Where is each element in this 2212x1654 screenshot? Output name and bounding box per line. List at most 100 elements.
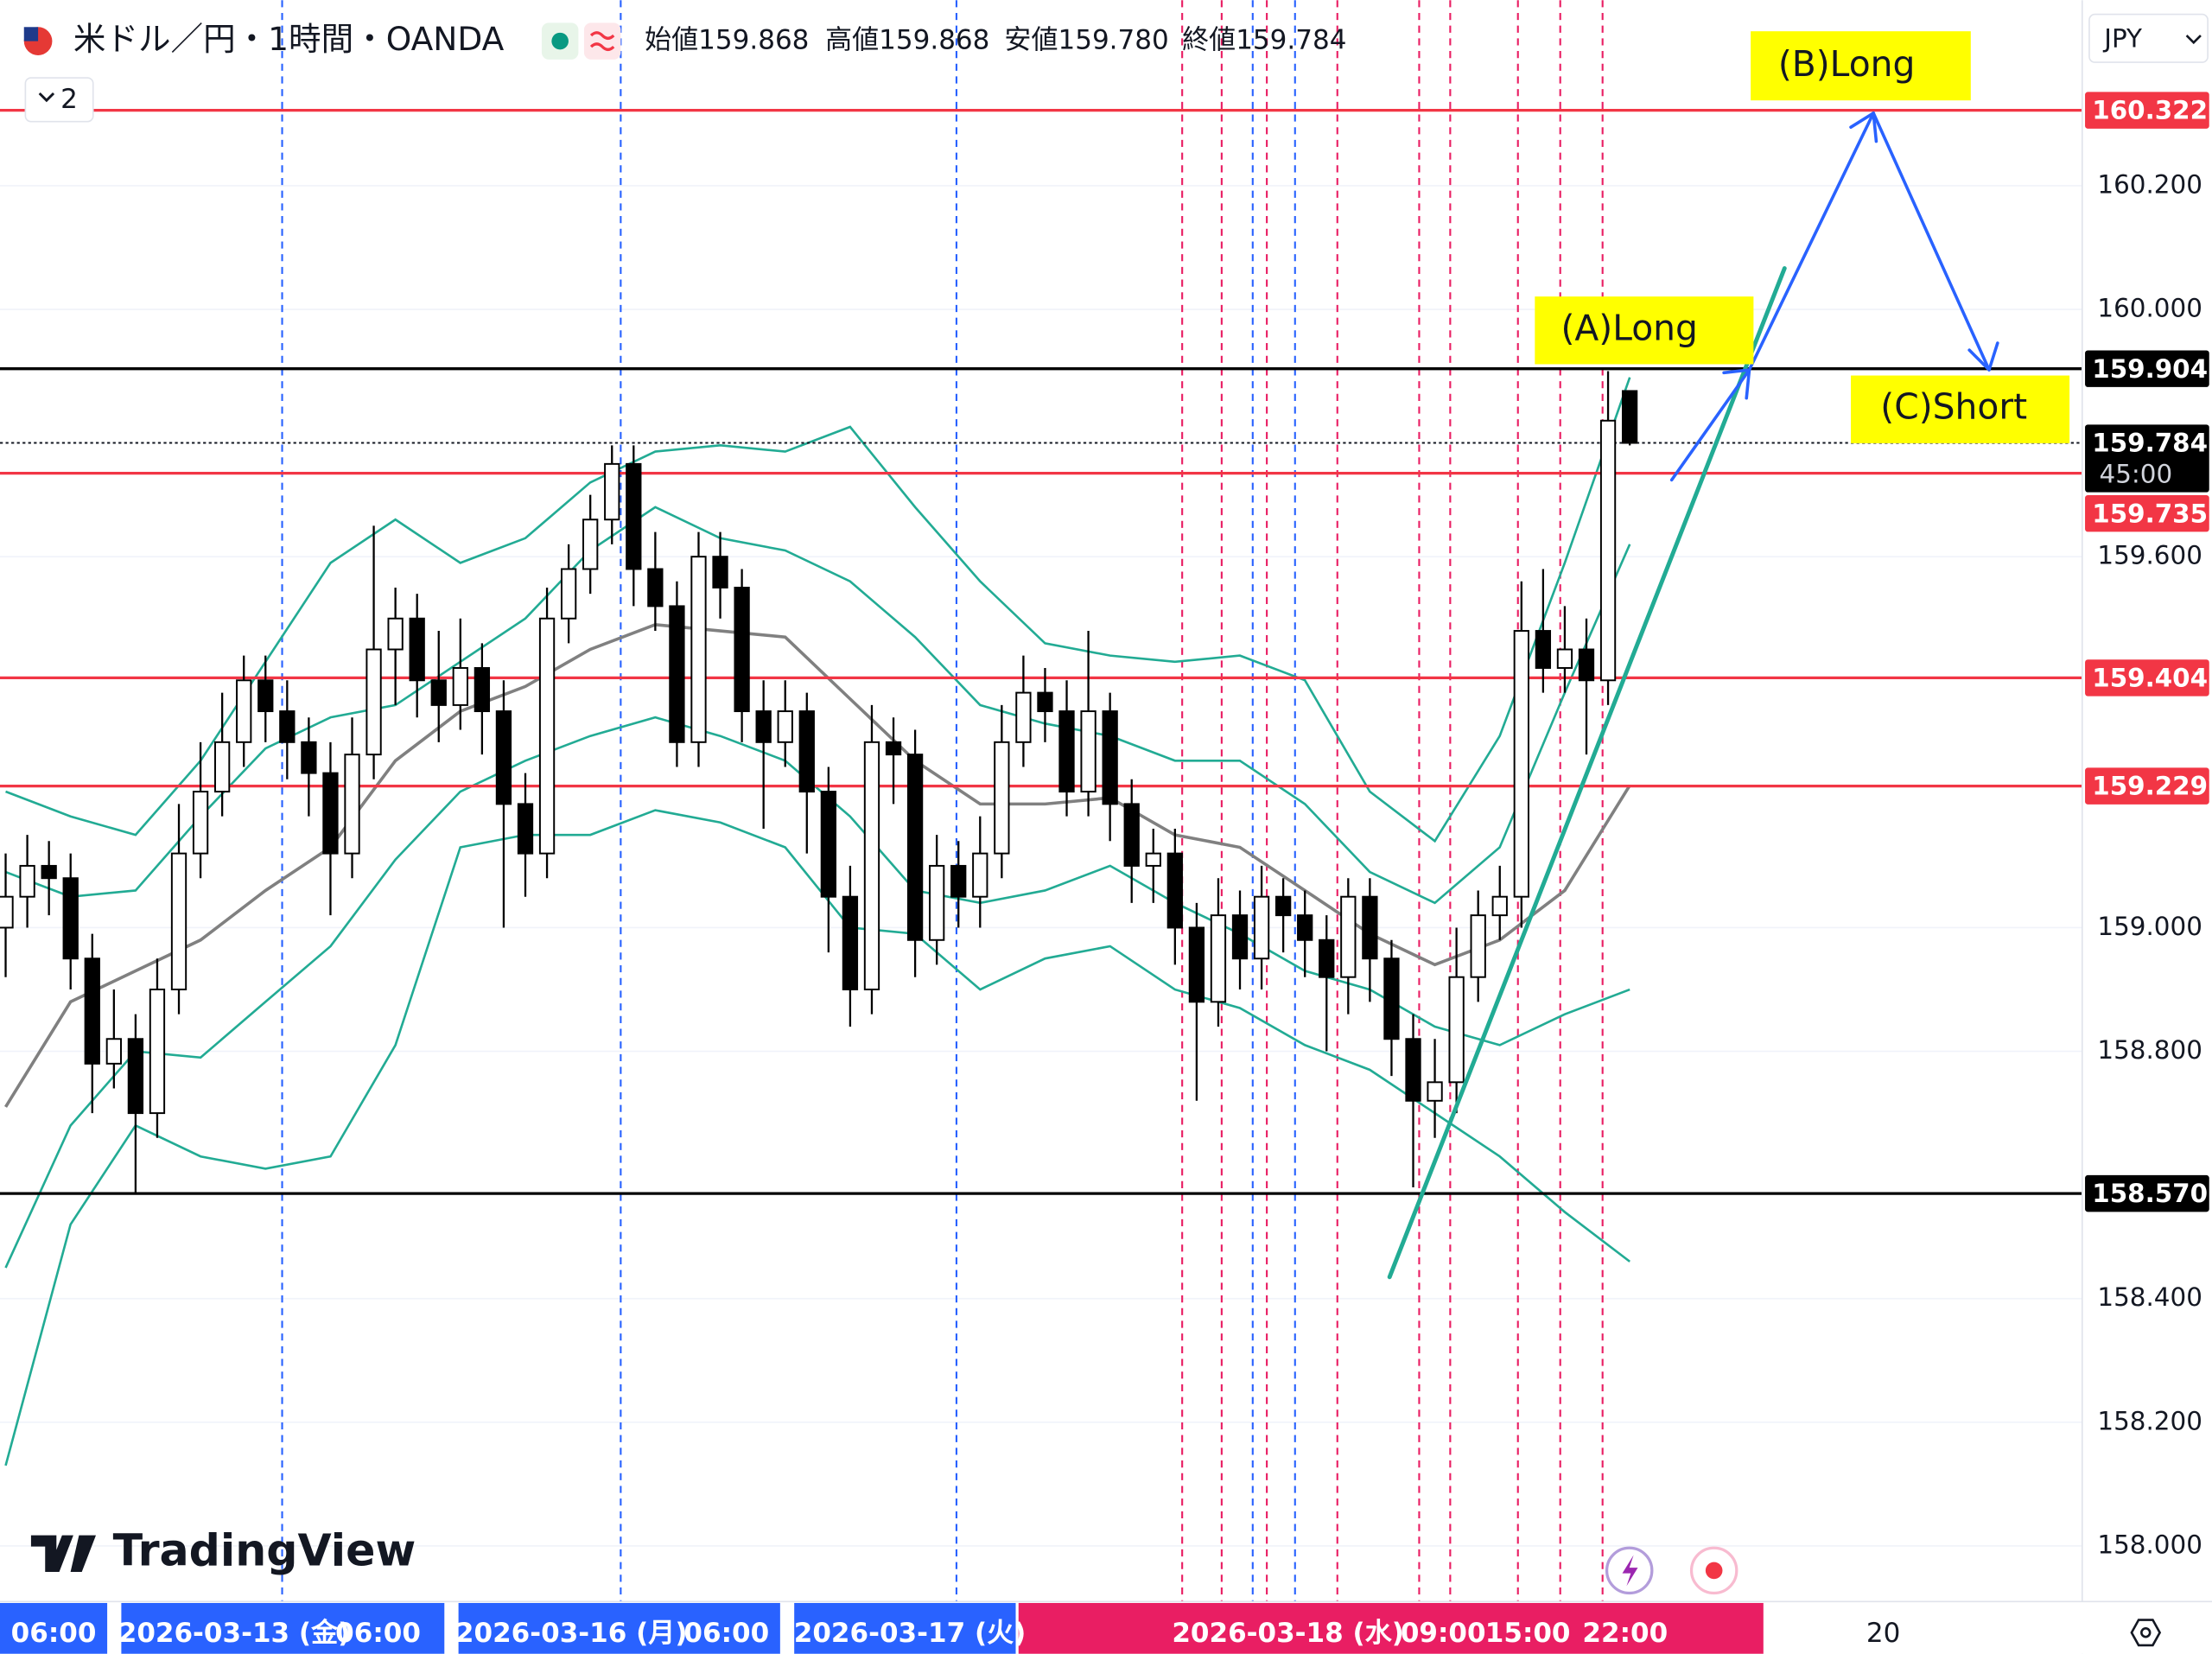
- indicator-toggle[interactable]: [24, 77, 94, 123]
- time-highlight: [794, 1602, 1016, 1654]
- y-tick-label: 160.000: [2097, 293, 2202, 322]
- level-label-box: [2085, 92, 2209, 129]
- candle-body: [149, 989, 166, 1115]
- logo-mark: [30, 1535, 97, 1573]
- candle-body: [863, 741, 880, 990]
- candle-body: [257, 679, 274, 713]
- level-label: 160.322: [2092, 96, 2208, 125]
- watermark: TradingView: [30, 1524, 1738, 1595]
- time-highlight: [121, 1602, 445, 1654]
- ohlc-label: 終値: [1182, 25, 1236, 56]
- ohlc-item: 高値159.868: [825, 25, 989, 56]
- candle-body: [62, 877, 79, 960]
- session-lines: [281, 0, 1604, 1602]
- band-line: [4, 809, 1630, 1466]
- current-price-box: [2085, 424, 2209, 493]
- alert-icon: [1622, 1555, 1638, 1587]
- time-highlight: [1018, 1602, 1764, 1654]
- candle-body: [409, 617, 425, 682]
- candle-body: [734, 586, 750, 713]
- candle-body: [1470, 914, 1486, 978]
- time-label: 2026-03-17 (火): [794, 1618, 1027, 1649]
- current-price-label: 159.784: [2092, 429, 2208, 458]
- candle-body: [1188, 926, 1205, 1003]
- candle-body: [452, 666, 468, 706]
- candle-body: [517, 803, 534, 855]
- level-label: 158.570: [2092, 1179, 2208, 1208]
- time-label: 2026-03-16 (月): [455, 1618, 688, 1649]
- candle-body: [690, 556, 707, 743]
- logo-text: TradingView: [113, 1524, 416, 1575]
- price-axis-bg: [2082, 0, 2212, 1654]
- candle-body: [1210, 914, 1227, 1003]
- y-tick-label: 158.200: [2097, 1406, 2202, 1435]
- level-label: 159.229: [2092, 772, 2208, 801]
- candle-body: [777, 710, 793, 743]
- candle-body: [344, 754, 360, 855]
- trend-line: [1387, 266, 1787, 1280]
- candle-body: [84, 957, 100, 1065]
- time-highlight: [0, 1602, 108, 1654]
- chevron: [2185, 35, 2202, 45]
- candle-body: [885, 741, 902, 756]
- ohlc-label: 安値: [1004, 25, 1058, 56]
- candle-body: [1015, 691, 1032, 743]
- level-label-box: [2085, 767, 2209, 805]
- indicator-count[interactable]: 2: [60, 84, 78, 115]
- candle-body: [430, 679, 447, 706]
- countdown: 45:00: [2100, 460, 2173, 489]
- currency-button[interactable]: [2088, 13, 2209, 63]
- symbol-title: 米ドル／円・1時間・OANDA: [73, 20, 505, 58]
- labels: 160.200 160.000 159.600 159.000 158.800 158.4…: [11, 92, 2209, 1649]
- candle-body: [322, 772, 339, 855]
- candle-body: [495, 710, 512, 805]
- candle-body: [236, 679, 252, 743]
- ohlc-label: 始値: [645, 25, 698, 56]
- candle-body: [1513, 630, 1529, 898]
- candle-body: [1491, 895, 1508, 917]
- candle-body: [1405, 1038, 1421, 1102]
- candles: [0, 371, 1638, 1194]
- candle-body: [1340, 895, 1357, 978]
- ohlc-value: 159.868: [879, 25, 989, 56]
- settings-icon[interactable]: [2130, 1619, 2162, 1647]
- candle-body: [582, 518, 599, 570]
- candle-body: [192, 791, 209, 855]
- ohlc-item: 終値159.784: [1182, 25, 1346, 56]
- price-axis: JPY: [2081, 0, 2212, 1654]
- time-label: 20: [1866, 1618, 1900, 1649]
- candle-body: [712, 556, 728, 588]
- ohlc-item: 安値159.780: [1004, 25, 1168, 56]
- currency[interactable]: JPY: [2102, 23, 2142, 53]
- arrow-line: [1872, 111, 1991, 372]
- data-delay-icon: [589, 31, 615, 52]
- candle-body: [1037, 691, 1053, 713]
- y-tick-label: 158.000: [2097, 1530, 2202, 1559]
- levels: [0, 108, 2082, 1195]
- time-label: 06:00: [335, 1618, 421, 1649]
- candle-body: [820, 791, 836, 898]
- candle-body: [0, 895, 14, 929]
- candle-body: [365, 648, 382, 756]
- ohlc-label: 高値: [825, 25, 879, 56]
- candle-body: [1058, 710, 1075, 793]
- annotation-box: [1535, 296, 1754, 365]
- ohlc-value: 159.784: [1236, 25, 1346, 56]
- market-status: [551, 32, 569, 50]
- candle-body: [972, 852, 988, 898]
- time-label: 2026-03-18 (水): [1172, 1618, 1404, 1649]
- record-icon: [1705, 1562, 1723, 1580]
- time-label: 06:00: [11, 1618, 97, 1649]
- ohlc-item: 始値159.868: [645, 25, 809, 56]
- time-highlight: [458, 1602, 780, 1654]
- candle-body: [604, 462, 620, 521]
- level-label: 159.404: [2092, 664, 2208, 693]
- candle-body: [669, 605, 685, 743]
- candle-body: [1383, 957, 1400, 1040]
- y-tick-label: 158.800: [2097, 1035, 2202, 1065]
- grid: [0, 185, 2082, 1547]
- candle-body: [1166, 852, 1183, 929]
- candle-body: [105, 1038, 122, 1065]
